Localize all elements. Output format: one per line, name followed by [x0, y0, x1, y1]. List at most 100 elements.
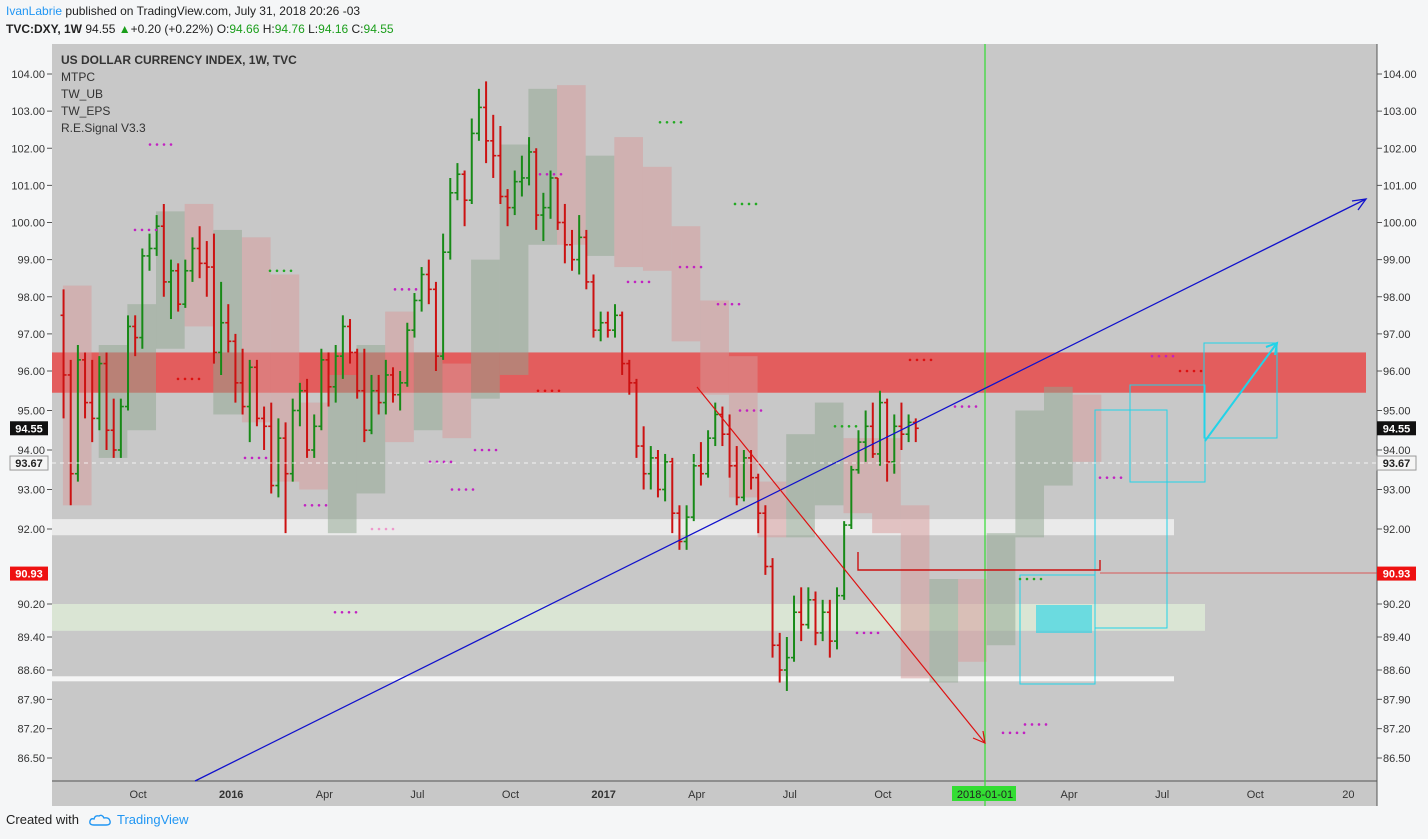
cyan-projection-box [1203, 342, 1278, 439]
legend-item: R.E.Signal V3.3 [61, 121, 146, 135]
ohlc-bar [791, 595, 798, 662]
ohlc-bar [805, 587, 812, 629]
right-tick-label: 94.00 [1383, 445, 1411, 457]
signal-dot [393, 288, 397, 291]
signal-box [958, 579, 987, 662]
author-link[interactable]: IvanLabrie [6, 4, 63, 18]
ohlc-bar [841, 521, 848, 600]
signal-dot [1199, 369, 1203, 373]
ohlc-bar [225, 304, 232, 353]
signal-dot [929, 358, 933, 362]
legend-item: TW_UB [61, 87, 103, 101]
signal-box [786, 434, 815, 538]
symbol-label: TVC:DXY, 1W [6, 22, 83, 36]
signal-box [929, 579, 959, 683]
ohlc-bar [261, 406, 268, 450]
signal-dot [685, 265, 689, 269]
left-tick-label: 98.00 [17, 292, 45, 304]
signal-dot [133, 228, 137, 232]
left-tick-label: 99.00 [17, 255, 45, 267]
signal-box [471, 259, 500, 399]
ohlc-bar [669, 457, 676, 534]
ohlc-bar [726, 414, 733, 478]
signal-dot [840, 425, 844, 428]
signal-dot [1008, 731, 1012, 735]
signal-dot [1025, 577, 1029, 581]
left-tick-label: 92.00 [17, 524, 45, 536]
ohlc-bar [332, 345, 339, 403]
signal-dot [1039, 577, 1043, 581]
time-tick-label: Jul [783, 789, 797, 801]
ohlc-bar [762, 505, 769, 575]
signal-dot [557, 389, 561, 393]
signal-dot [310, 504, 314, 507]
signal-dot [647, 280, 651, 284]
ohlc-bar [139, 248, 146, 349]
date-highlight-badge [952, 786, 1016, 801]
signal-dot [967, 405, 971, 408]
ohlc-bar [597, 311, 604, 342]
cyan-projection-box [1129, 384, 1206, 483]
tradingview-link[interactable]: TradingView [116, 812, 189, 827]
signal-dot [1157, 354, 1161, 358]
ohlc-bar [468, 118, 475, 204]
price-badge [1377, 566, 1416, 581]
ohlc-bar [891, 414, 898, 474]
footer: Created with TradingView [6, 812, 189, 827]
signal-dot [876, 631, 880, 635]
signal-dot [640, 280, 644, 284]
ohlc-bar [619, 311, 626, 375]
signal-box [671, 226, 701, 342]
ohlc-bar [690, 453, 697, 522]
signal-box [614, 137, 643, 268]
signal-dot [457, 488, 461, 491]
ohlc-bar [812, 591, 819, 646]
signal-dot [1112, 476, 1116, 479]
cyan-fill-zone [1036, 605, 1092, 633]
signal-dot [752, 409, 756, 412]
signal-box [700, 300, 729, 395]
ohlc-bar [504, 189, 511, 227]
ohlc-bar [497, 125, 504, 204]
right-tick-label: 97.00 [1383, 329, 1411, 341]
ohlc-bar [583, 229, 590, 290]
signal-dot [243, 456, 247, 460]
ohlc-bar [554, 177, 561, 230]
signal-dot [960, 405, 964, 408]
ohlc-bar [540, 192, 547, 242]
ohlc-bar [232, 333, 239, 403]
red-horizontal-level [857, 552, 1101, 571]
signal-dot [264, 456, 268, 460]
right-tick-label: 93.00 [1383, 485, 1411, 497]
signal-dot [745, 409, 749, 412]
ohlc-bar [884, 398, 891, 482]
signal-dot [1044, 723, 1048, 726]
ohlc-bar [526, 137, 533, 186]
signal-dot [176, 377, 180, 381]
ohlc-bar [447, 177, 454, 260]
right-tick-label: 103.00 [1383, 106, 1417, 118]
ohlc-bar [167, 259, 174, 320]
ohlc-bar [776, 632, 783, 683]
left-tick-label: 104.00 [11, 69, 45, 81]
signal-dot [162, 143, 166, 146]
signal-dot [1022, 731, 1026, 735]
ohlc-bar [117, 398, 124, 458]
signal-dot [1164, 354, 1168, 358]
signal-dot [922, 358, 926, 362]
signal-dot [1018, 577, 1022, 581]
signal-dot [678, 265, 682, 269]
ohlc-bar [533, 148, 540, 230]
ohlc-bar [60, 289, 67, 419]
ohlc-bar [576, 215, 583, 275]
time-tick-label: Apr [1061, 789, 1078, 801]
signal-box [642, 166, 672, 271]
right-tick-label: 95.00 [1383, 406, 1411, 418]
signal-dot [730, 302, 734, 306]
ohlc-bar [876, 390, 883, 466]
signal-dot [908, 358, 912, 362]
ohlc-bar [705, 430, 712, 478]
ohlc-bar [511, 170, 518, 216]
ohlc-bar [640, 426, 647, 490]
